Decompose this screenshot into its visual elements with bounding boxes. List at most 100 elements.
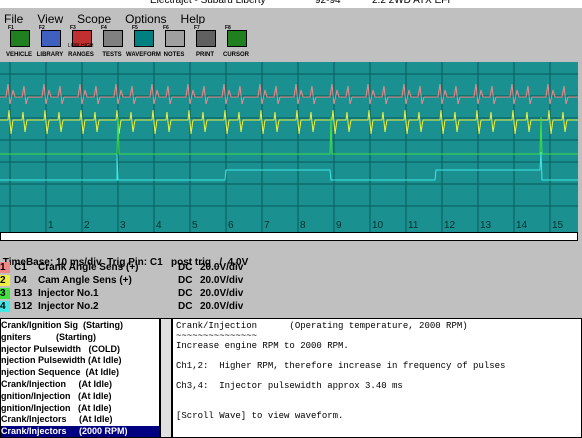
toolbar-label: WAVEFORM — [126, 52, 161, 58]
channel-scale: 20.0V/div — [200, 301, 244, 312]
channel-number: 2 — [0, 275, 10, 286]
channel-name: Crank Angle Sens (+) — [38, 262, 139, 273]
division-label: 10 — [372, 220, 384, 231]
channel-coupling: DC — [178, 262, 193, 273]
channel-scale: 20.0V/div — [200, 288, 244, 299]
channel-scale: 20.0V/div — [200, 262, 244, 273]
trig-pin: Trig Pin: C1 — [107, 257, 163, 268]
toolbar-icon — [165, 30, 185, 47]
menu-item[interactable]: Scope — [77, 12, 112, 26]
function-key: F3 — [70, 25, 76, 31]
toolbar-button[interactable]: F5 WAVEFORM — [126, 24, 161, 62]
channel-name: Injector No.1 — [38, 288, 99, 299]
scope-display: 1 2 3 4 5 6 7 8 9 10 11 12 13 14 15 — [0, 62, 578, 232]
menu-item[interactable]: Options — [125, 12, 167, 26]
timebase: TimeBase: 10 ms/div — [2, 257, 102, 268]
channel-scale: 20.0V/div — [200, 275, 244, 286]
channel-number: 4 — [0, 301, 10, 312]
note-line: Increase engine RPM to 2000 RPM. — [176, 341, 349, 351]
trace-ch1 — [0, 83, 578, 105]
toolbar-button[interactable]: F6 NOTES — [157, 24, 191, 62]
trace-ch2 — [0, 109, 578, 135]
trace-ch3 — [0, 116, 578, 155]
toolbar-icon — [227, 30, 247, 47]
channel-coupling: DC — [178, 288, 193, 299]
title-bar: Electrajet - Subaru Liberty 92-94 2.2 2W… — [0, 0, 582, 8]
division-label: 5 — [192, 220, 198, 231]
function-key: F2 — [39, 25, 45, 31]
menu-item[interactable]: Help — [180, 12, 206, 26]
division-label: 3 — [120, 220, 126, 231]
menu-bar: File View Scope Options Help — [4, 10, 219, 28]
menu-item[interactable]: File — [4, 12, 24, 26]
test-item[interactable]: Crank/Injectors (2000 RPM) — [1, 426, 159, 437]
note-line: ~~~~~~~~~~~~~~~ — [176, 331, 258, 341]
toolbar-button[interactable]: F4 TESTS — [95, 24, 129, 62]
function-key: F8 — [225, 25, 231, 31]
test-item[interactable]: gnition/Injection (At Idle) — [1, 402, 112, 413]
toolbar: F1 VEHICLE F2 LIBRARY F3 LOW HIGH RANGES F4 TESTS… — [0, 24, 582, 62]
range-low: LOW — [68, 43, 80, 49]
function-key: F6 — [163, 25, 169, 31]
division-label: 14 — [516, 220, 528, 231]
division-label: 1 — [48, 220, 54, 231]
division-label: 2 — [84, 220, 90, 231]
channel-number: 1 — [0, 262, 10, 273]
toolbar-button[interactable]: F8 CURSOR — [219, 24, 253, 62]
test-item[interactable]: gniters (Starting) — [1, 331, 97, 342]
toolbar-icon — [103, 30, 123, 47]
test-item[interactable]: Crank/Injection (At Idle) — [1, 379, 113, 389]
trace-ch4 — [0, 151, 578, 181]
status-line: TimeBase: 10 ms/div Trig Pin: C1 post tr… — [2, 257, 249, 268]
division-label: 12 — [444, 220, 456, 231]
trigger-level: 4.0V — [227, 257, 249, 268]
v-scrollbar[interactable] — [160, 318, 172, 438]
test-list[interactable]: Crank/Ignition Sig (Starting) gniters (St… — [0, 318, 160, 438]
channel-coupling: DC — [178, 275, 193, 286]
toolbar-label: CURSOR — [222, 52, 249, 58]
toolbar-label: VEHICLE — [5, 52, 32, 58]
function-key: F1 — [8, 25, 14, 31]
toolbar-label: PRINT — [196, 52, 214, 58]
function-key: F7 — [194, 25, 200, 31]
division-label: 13 — [480, 220, 492, 231]
toolbar-label: NOTES — [163, 52, 185, 58]
channel-pin: B12 — [14, 301, 33, 312]
window-years: 92-94 — [315, 0, 341, 6]
channel-pin: D4 — [14, 275, 27, 286]
window-model: 2.2 2WD ATX EFI — [372, 0, 451, 6]
trigger-mode: post trig — [171, 257, 212, 268]
toolbar-label: RANGES — [68, 52, 94, 58]
toolbar-button[interactable]: F7 PRINT — [188, 24, 222, 62]
function-key: F5 — [132, 25, 138, 31]
notes-panel: Crank/Injection (Operating temperature, … — [172, 318, 582, 438]
test-item[interactable]: Crank/Injectors (At Idle) — [1, 414, 113, 425]
toolbar-button[interactable]: F1 VEHICLE — [2, 24, 36, 62]
window-title: Electrajet - Subaru Liberty — [150, 0, 266, 6]
menu-item[interactable]: View — [37, 12, 64, 26]
division-label: 7 — [264, 220, 270, 231]
test-item[interactable]: Crank/Ignition Sig (Starting) — [1, 320, 123, 330]
toolbar-button[interactable]: F3 LOW HIGH RANGES — [64, 24, 98, 62]
channel-row: 4 B12 Injector No.2 DC 20.0V/div — [0, 301, 300, 314]
channel-row: 1 C1 Crank Angle Sens (+) DC 20.0V/div — [0, 262, 300, 275]
toolbar-label: TESTS — [102, 52, 122, 58]
note-line: Crank/Injection (Operating temperature, … — [176, 321, 468, 331]
division-label: 4 — [156, 220, 162, 231]
toolbar-icon — [196, 30, 216, 47]
note-line: Ch3,4: Injector pulsewidth approx 3.40 m… — [176, 381, 403, 391]
channel-pin: C1 — [14, 262, 27, 273]
division-label: 11 — [408, 220, 419, 231]
test-item[interactable]: gnition/Injection (At Idle) — [1, 390, 112, 401]
channel-row: 3 B13 Injector No.1 DC 20.0V/div — [0, 288, 300, 301]
toolbar-icon — [72, 30, 92, 47]
channel-name: Injector No.2 — [38, 301, 99, 312]
toolbar-button[interactable]: F2 LIBRARY — [33, 24, 67, 62]
test-item[interactable]: njector Pulsewidth (COLD) — [1, 343, 121, 354]
test-item[interactable]: njection Pulsewidth (At Idle) — [1, 355, 122, 366]
division-label: 15 — [552, 220, 564, 231]
range-high: HIGH — [81, 43, 94, 49]
h-scrollbar[interactable] — [0, 232, 578, 241]
test-item[interactable]: njection Sequence (At Idle) — [1, 367, 120, 378]
